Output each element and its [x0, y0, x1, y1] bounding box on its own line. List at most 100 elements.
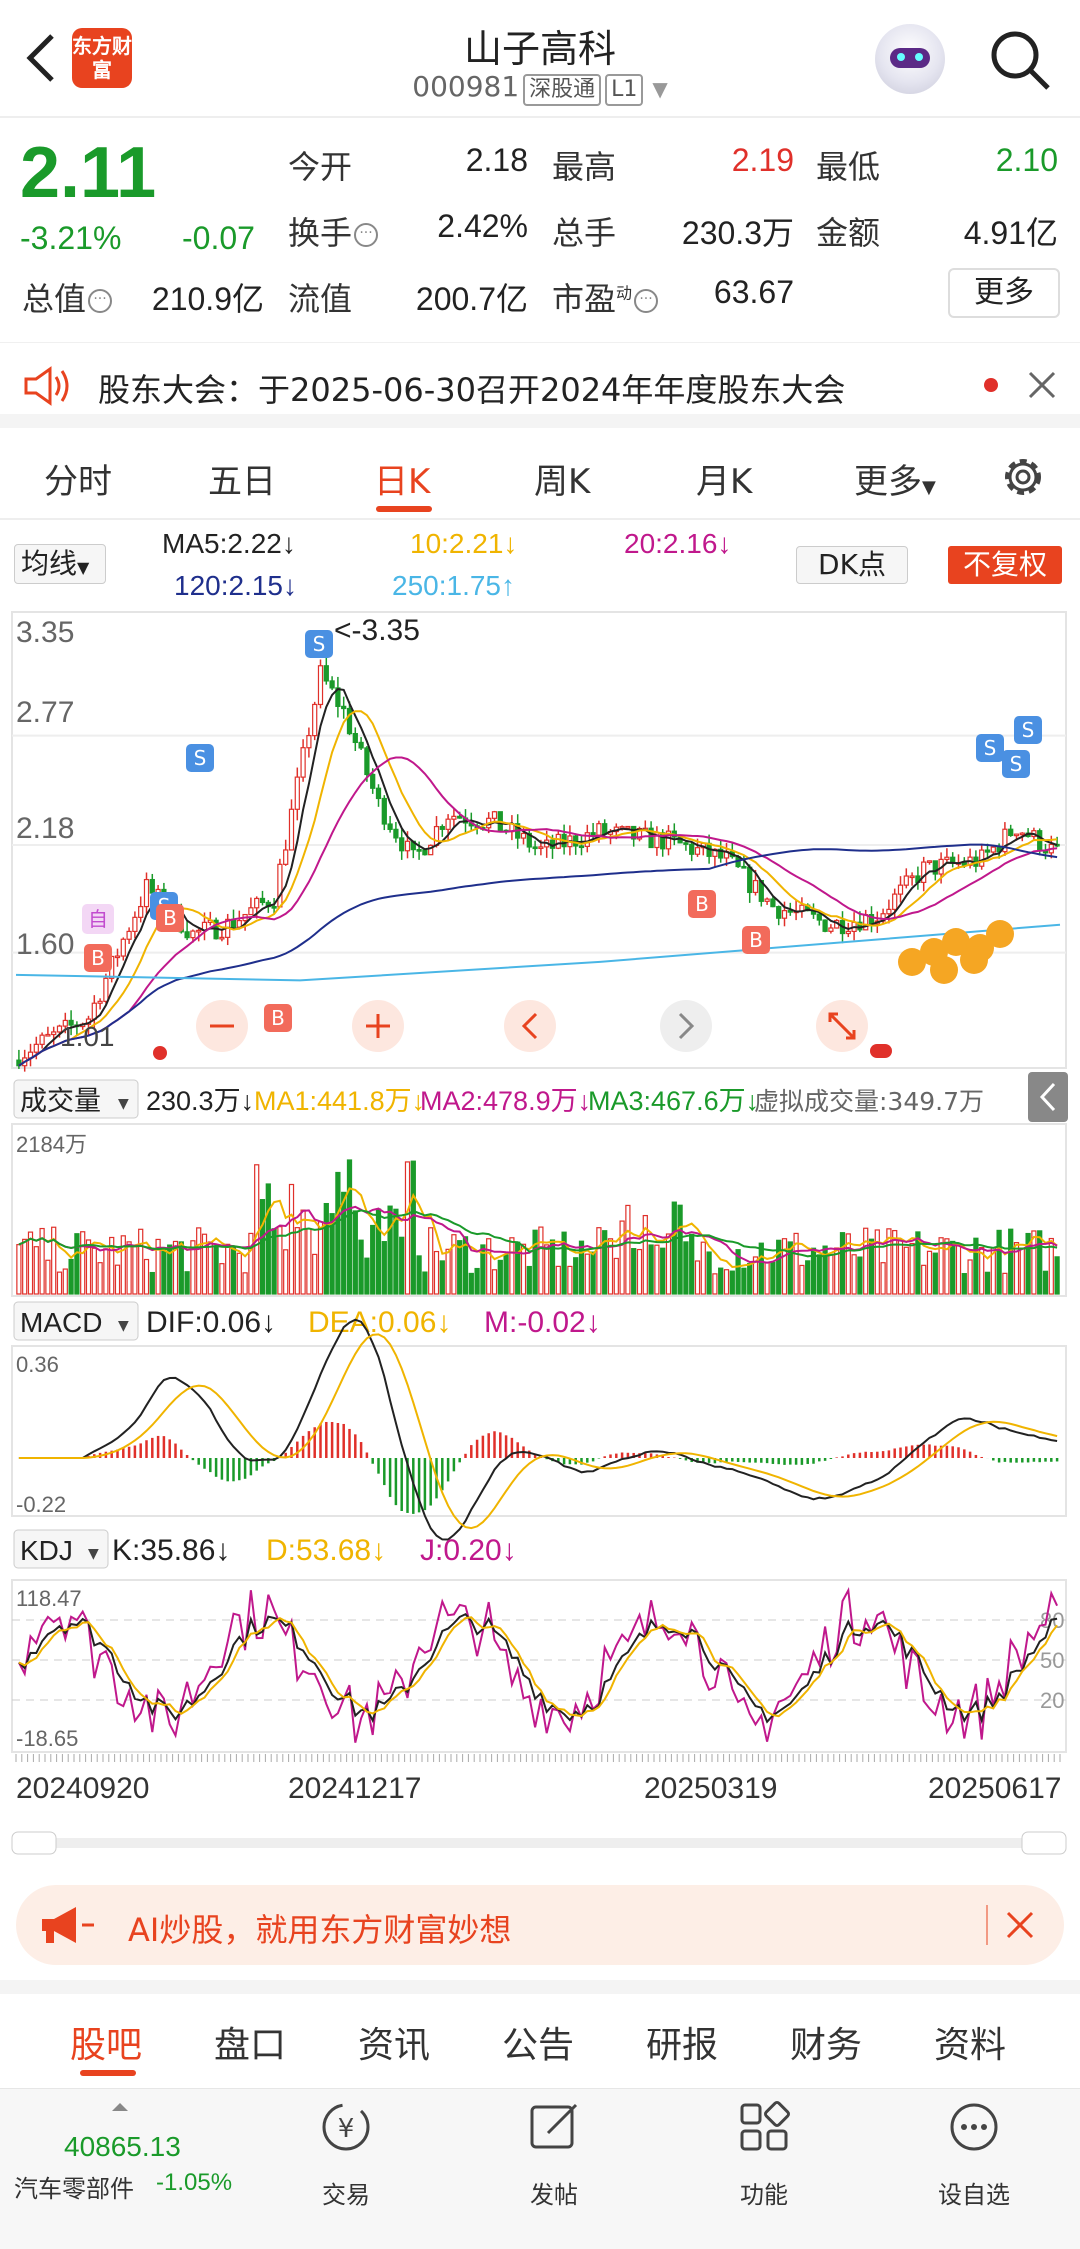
tab-fenshi[interactable]: 分时: [44, 462, 112, 502]
index-value[interactable]: 40865.13: [64, 2131, 181, 2162]
search-icon[interactable]: [988, 28, 1052, 92]
stock-code-line[interactable]: 000981 深股通 L1 ▼: [0, 70, 1080, 106]
tab-pankou[interactable]: 盘口: [214, 2025, 287, 2066]
kdj-bottom-label: -18.65: [16, 1726, 78, 1751]
t-markers-icon: [898, 920, 1014, 984]
info-dots-icon[interactable]: ···: [88, 289, 113, 313]
dk-point-button[interactable]: DK点: [796, 546, 908, 584]
dropdown-icon[interactable]: ▼: [652, 77, 668, 101]
y-label-top: 3.35: [16, 616, 74, 649]
tab-caiwu[interactable]: 财务: [790, 2025, 863, 2066]
pe-sup: 动: [616, 283, 633, 303]
volume-select[interactable]: [13, 1079, 139, 1119]
ma120-label: 120:2.15↓: [174, 570, 297, 601]
svg-text:B: B: [749, 928, 763, 952]
change-pct: -3.21%: [20, 220, 122, 256]
ai-ad-banner[interactable]: AI炒股，就用东方财富妙想: [16, 1885, 1064, 1965]
date-ticks: [15, 1754, 1061, 1762]
pan-left-button[interactable]: [504, 1000, 556, 1052]
close-icon[interactable]: [1004, 1909, 1036, 1941]
mktcap-label[interactable]: 总值 ···: [22, 274, 113, 320]
svg-text:自: 自: [88, 907, 108, 931]
indicator-select[interactable]: 均线▼: [14, 544, 106, 584]
pe-label[interactable]: 市盈动 ···: [552, 274, 659, 320]
macd-dif: DIF:0.06↓: [146, 1306, 276, 1339]
date-label-3: 20250319: [644, 1772, 777, 1805]
macd-name: MACD: [20, 1307, 102, 1338]
index-name[interactable]: 汽车零部件: [14, 2175, 134, 2203]
sell-marker-icon: S: [976, 734, 1004, 762]
robot-avatar-icon[interactable]: [875, 24, 945, 94]
sell-marker-icon: S: [305, 630, 333, 658]
trade-icon: ¥: [322, 2103, 370, 2151]
tab-ziliao[interactable]: 资料: [934, 2025, 1007, 2066]
speaker-icon: [24, 366, 69, 406]
scroll-handle-left[interactable]: [11, 1831, 57, 1855]
pan-right-button[interactable]: [660, 1000, 712, 1052]
kdj-lines: [18, 1586, 1059, 1743]
tab-wuri[interactable]: 五日: [208, 462, 276, 502]
macd-dea: DEA:0.06↓: [308, 1306, 451, 1339]
fuquan-button[interactable]: 不复权: [948, 546, 1062, 584]
svg-text:S: S: [984, 736, 997, 760]
tab-monthly-k[interactable]: 月K: [696, 462, 753, 502]
close-icon[interactable]: [1026, 369, 1058, 401]
macd-select[interactable]: [13, 1301, 139, 1341]
tab-more[interactable]: 更多▼: [854, 462, 936, 502]
kdj-select[interactable]: [13, 1529, 109, 1569]
more-button[interactable]: 更多: [948, 268, 1060, 318]
info-dots-icon[interactable]: ···: [634, 289, 659, 313]
svg-text:▼: ▼: [118, 1096, 129, 1112]
tab-weekly-k[interactable]: 周K: [534, 462, 591, 502]
btab-underline: [80, 2070, 136, 2076]
buy-marker-icon: B: [264, 1004, 292, 1032]
kdj-frame: [11, 1579, 1067, 1753]
function-button[interactable]: 功能: [704, 2099, 824, 2210]
notice-red-dot: [984, 378, 998, 392]
date-label-4: 20250617: [928, 1772, 1061, 1805]
volume-frame: [11, 1123, 1067, 1297]
buy-marker-icon: B: [688, 890, 716, 918]
scroll-handle-right[interactable]: [1021, 1831, 1067, 1855]
ad-text[interactable]: AI炒股，就用东方财富妙想: [128, 1911, 512, 1949]
notice-bar[interactable]: 股东大会：于2025-06-30召开2024年年度股东大会: [0, 342, 1080, 428]
macd-top-label: 0.36: [16, 1352, 59, 1377]
float-value: 200.7亿: [415, 281, 528, 317]
tab-daily-k[interactable]: 日K: [374, 462, 431, 502]
svg-text:S: S: [1010, 752, 1023, 776]
kline-ma-lines: [15, 688, 1061, 1067]
svg-text:S: S: [1022, 718, 1035, 742]
chart-scrollbar[interactable]: [11, 1831, 1067, 1855]
volume-label: 总手: [552, 214, 617, 252]
tab-gonggao[interactable]: 公告: [502, 2025, 575, 2066]
kdj-50-label: 50: [1040, 1648, 1064, 1673]
high-label: 最高: [552, 148, 617, 186]
macd-lines: [18, 1318, 1058, 1541]
volume-ma2: MA2:478.9万↓: [420, 1086, 591, 1116]
notice-text[interactable]: 股东大会：于2025-06-30召开2024年年度股东大会: [98, 371, 846, 409]
volume-value: 230.3万↓: [146, 1086, 254, 1116]
y-label-4: 1.60: [16, 928, 74, 961]
amount-label: 金额: [816, 214, 881, 252]
max-price-label: <-3.35: [334, 614, 420, 647]
turnover-label[interactable]: 换手 ···: [288, 208, 379, 254]
back-arrow-icon[interactable]: [18, 28, 62, 88]
settings-gear-icon[interactable]: [998, 452, 1048, 502]
volume-ma-lines: [18, 1187, 1058, 1269]
svg-text:S: S: [313, 632, 326, 656]
date-label-2: 20241217: [288, 1772, 421, 1805]
volume-bars: [16, 1159, 1060, 1295]
kline-chart-area[interactable]: 3.35 2.77 2.18 1.60 1.01 <-3.35 S S S S …: [0, 600, 1080, 1870]
trade-button[interactable]: ¥ 交易: [286, 2099, 406, 2210]
tab-yanbao[interactable]: 研报: [646, 2025, 719, 2066]
collapse-panel-button[interactable]: [1028, 1072, 1068, 1122]
tab-zixun[interactable]: 资讯: [358, 2025, 431, 2066]
add-watchlist-button[interactable]: 设自选: [914, 2099, 1034, 2210]
y-label-2: 2.77: [16, 696, 74, 729]
info-dots-icon[interactable]: ···: [354, 223, 379, 247]
index-caret-icon: [112, 2103, 128, 2111]
stock-name: 山子高科: [463, 27, 616, 71]
post-button[interactable]: 发帖: [494, 2099, 614, 2210]
tab-guba[interactable]: 股吧: [70, 2025, 143, 2066]
tag-sgt: 深股通: [523, 74, 602, 106]
